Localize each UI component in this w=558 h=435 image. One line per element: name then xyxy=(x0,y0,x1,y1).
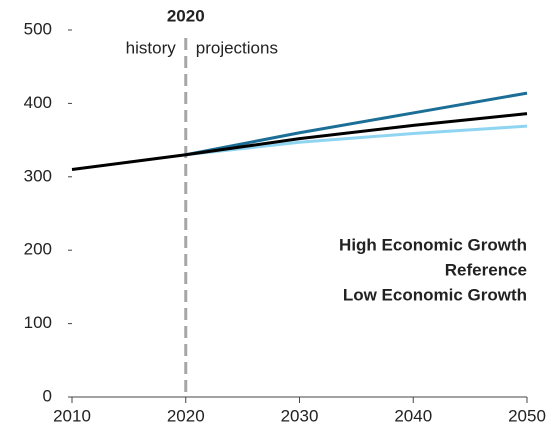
y-tick-label: 300 xyxy=(24,166,52,185)
series-line xyxy=(185,91,528,157)
legend-entry: Low Economic Growth xyxy=(343,285,527,304)
series-line xyxy=(185,124,528,157)
series-line xyxy=(71,112,528,171)
divider-label: 2020 xyxy=(167,6,205,25)
x-tick-label: 2030 xyxy=(281,406,319,425)
legend-entry: High Economic Growth xyxy=(339,235,527,254)
history-label: history xyxy=(126,38,177,57)
y-tick-label: 100 xyxy=(24,313,52,332)
x-tick-label: 2020 xyxy=(167,406,205,425)
x-tick-label: 2050 xyxy=(508,406,546,425)
x-tick-label: 2010 xyxy=(53,406,91,425)
y-tick-label: 400 xyxy=(24,93,52,112)
legend-entry: Reference xyxy=(445,260,527,279)
y-tick-label: 0 xyxy=(43,386,52,405)
y-tick-label: 200 xyxy=(24,240,52,259)
projections-label: projections xyxy=(196,38,278,57)
y-tick-label: 500 xyxy=(24,19,52,38)
x-tick-label: 2040 xyxy=(394,406,432,425)
